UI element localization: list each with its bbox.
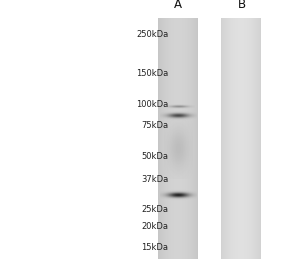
Text: 150kDa: 150kDa (136, 69, 168, 78)
Text: 250kDa: 250kDa (136, 30, 168, 39)
Text: 25kDa: 25kDa (142, 205, 168, 214)
Text: 50kDa: 50kDa (142, 152, 168, 161)
Text: 100kDa: 100kDa (136, 100, 168, 109)
Text: 37kDa: 37kDa (141, 175, 168, 184)
Text: A: A (174, 0, 182, 11)
Bar (158, 18, 198, 259)
Bar (221, 18, 260, 259)
Text: B: B (238, 0, 246, 11)
Text: 75kDa: 75kDa (141, 121, 168, 130)
Text: 20kDa: 20kDa (142, 221, 168, 230)
Text: 15kDa: 15kDa (142, 243, 168, 252)
